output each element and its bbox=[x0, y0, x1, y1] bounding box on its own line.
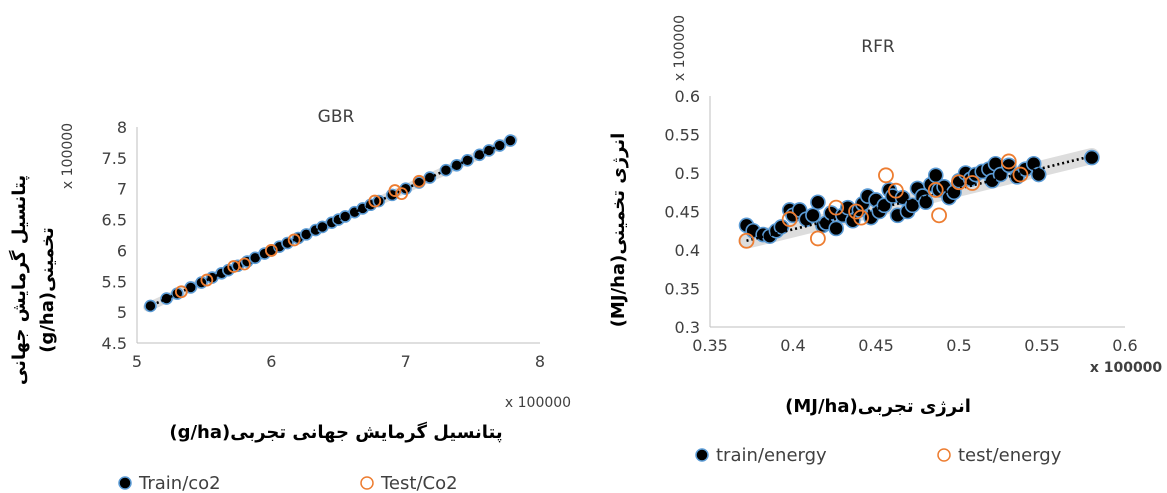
gbr-train-point bbox=[504, 134, 517, 147]
rfr-x-tick-label: 0.5 bbox=[946, 336, 971, 355]
rfr-test-point bbox=[927, 182, 944, 198]
rfr-trendline bbox=[746, 154, 1093, 243]
rfr-legend-test-marker bbox=[937, 448, 951, 462]
gbr-test-point bbox=[287, 233, 301, 247]
gbr-test-point bbox=[388, 184, 402, 197]
rfr-legend-train-label: train/energy bbox=[716, 445, 827, 466]
rfr-chart-title: RFR bbox=[861, 37, 895, 57]
rfr-legend-test-label: test/energy bbox=[958, 445, 1062, 466]
rfr-test-point bbox=[853, 209, 869, 226]
gbr-x-axis-label: پتانسیل گرمایش جهانی تجربی(g/ha) bbox=[169, 421, 502, 443]
rfr-x-tick-label: 0.6 bbox=[1112, 336, 1137, 355]
gbr-x-multiplier: x 100000 bbox=[505, 395, 571, 411]
gbr-legend-train-marker bbox=[118, 476, 132, 490]
gbr-test-point bbox=[368, 194, 382, 208]
gbr-train-series bbox=[144, 134, 517, 313]
gbr-y-tick-label: 5 bbox=[117, 303, 127, 322]
gbr-test-series bbox=[174, 174, 426, 299]
gbr-y-tick-label: 7 bbox=[117, 180, 127, 199]
gbr-test-point bbox=[412, 174, 426, 188]
rfr-test-point bbox=[1012, 166, 1029, 183]
gbr-test-point bbox=[395, 187, 409, 201]
rfr-train-point bbox=[917, 194, 934, 211]
gbr-x-tick-label: 8 bbox=[535, 352, 545, 371]
rfr-test-point bbox=[888, 182, 904, 199]
rfr-x-tick-label: 0.35 bbox=[692, 336, 728, 355]
rfr-train-point bbox=[805, 207, 821, 224]
gbr-chart-title: GBR bbox=[318, 107, 355, 127]
rfr-x-tick-label: 0.4 bbox=[780, 336, 805, 355]
rfr-x-multiplier: x 100000 bbox=[1090, 360, 1163, 376]
rfr-x-tick-label: 0.55 bbox=[1024, 336, 1060, 355]
gbr-x-tick-label: 5 bbox=[132, 352, 142, 371]
gbr-legend: Train/co2 Test/Co2 bbox=[118, 473, 458, 493]
gbr-test-point bbox=[264, 244, 278, 257]
gbr-y-tick-label: 4.5 bbox=[102, 334, 127, 353]
rfr-y-multiplier: x 100000 bbox=[672, 15, 688, 81]
rfr-legend: train/energy test/energy bbox=[695, 445, 1062, 466]
rfr-test-point bbox=[781, 211, 798, 228]
gbr-test-point bbox=[238, 257, 251, 271]
gbr-train-point bbox=[144, 299, 157, 313]
gbr-legend-train-label: Train/co2 bbox=[138, 473, 221, 493]
rfr-x-axis-label: انرژی تجربی(MJ/ha) bbox=[785, 396, 971, 417]
gbr-y-tick-label: 8 bbox=[117, 118, 127, 137]
rfr-y-tick-label: 0.4 bbox=[675, 241, 700, 260]
rfr-chart: RFR x 100000 x 100000 انرژی تخمینی(MJ/ha… bbox=[608, 15, 1162, 466]
rfr-train-point bbox=[828, 220, 844, 237]
gbr-test-point bbox=[200, 273, 214, 287]
gbr-chart: GBR x 100000 x 100000 پتانسیل گرمایش جها… bbox=[8, 107, 571, 493]
rfr-test-series bbox=[738, 153, 1029, 249]
gbr-train-point bbox=[439, 163, 453, 177]
rfr-x-tick-label: 0.45 bbox=[858, 336, 894, 355]
rfr-train-point bbox=[1084, 149, 1100, 166]
gbr-train-point bbox=[281, 236, 294, 250]
gbr-x-tick-label: 7 bbox=[401, 352, 411, 371]
rfr-test-point bbox=[738, 232, 755, 249]
rfr-train-point bbox=[810, 194, 826, 211]
rfr-y-axis-label: انرژی تخمینی(MJ/ha) bbox=[608, 133, 629, 328]
rfr-legend-train-marker bbox=[695, 448, 709, 462]
rfr-test-point bbox=[964, 175, 981, 191]
gbr-legend-test-label: Test/Co2 bbox=[380, 473, 458, 493]
gbr-y-tick-label: 7.5 bbox=[102, 149, 127, 168]
rfr-train-point bbox=[1000, 157, 1017, 174]
gbr-y-tick-label: 6.5 bbox=[102, 211, 127, 230]
gbr-y-tick-label: 6 bbox=[117, 241, 127, 260]
gbr-y-multiplier: x 100000 bbox=[60, 123, 76, 189]
rfr-test-point bbox=[951, 174, 967, 191]
rfr-y-tick-label: 0.35 bbox=[664, 280, 700, 299]
gbr-test-point bbox=[174, 285, 188, 299]
rfr-test-point bbox=[931, 207, 947, 224]
rfr-test-point bbox=[1000, 153, 1017, 170]
rfr-test-point bbox=[878, 167, 894, 184]
gbr-legend-test-marker bbox=[360, 476, 374, 490]
rfr-y-tick-label: 0.5 bbox=[675, 164, 700, 183]
gbr-train-point bbox=[493, 139, 507, 152]
gbr-x-tick-label: 6 bbox=[266, 352, 276, 371]
gbr-train-point bbox=[372, 194, 386, 208]
rfr-test-point bbox=[828, 199, 845, 216]
rfr-y-tick-label: 0.6 bbox=[675, 87, 700, 106]
rfr-y-tick-label: 0.45 bbox=[664, 203, 700, 222]
gbr-test-point bbox=[227, 260, 241, 273]
rfr-y-tick-label: 0.3 bbox=[675, 318, 700, 337]
gbr-trendline bbox=[147, 138, 514, 309]
gbr-y-axis-label-line2: تخمینی(g/ha) bbox=[37, 227, 58, 353]
rfr-test-point bbox=[810, 230, 826, 247]
gbr-y-axis-label-line1: پتانسیل گرمایش جهانی bbox=[8, 175, 30, 385]
rfr-y-tick-label: 0.55 bbox=[664, 126, 700, 145]
gbr-y-tick-label: 5.5 bbox=[102, 272, 127, 291]
